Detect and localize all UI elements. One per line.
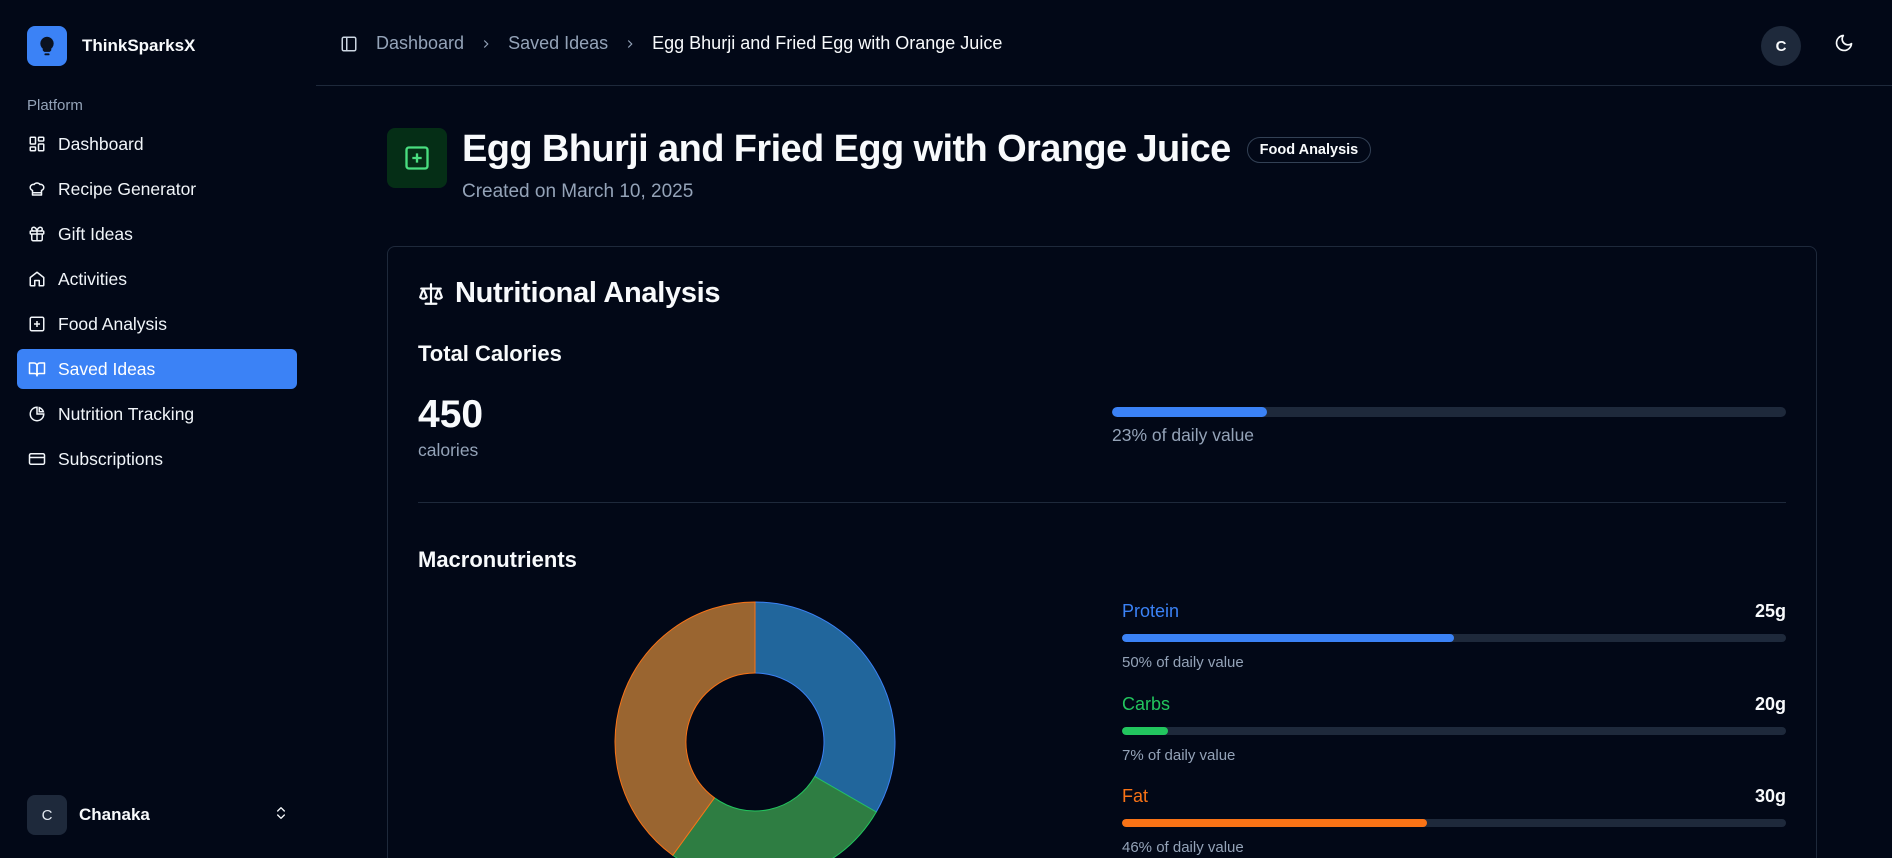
sidebar-item-dashboard[interactable]: Dashboard xyxy=(17,124,297,164)
sidebar-toggle-icon[interactable] xyxy=(340,35,358,53)
calories-unit: calories xyxy=(418,440,479,460)
lightbulb-icon xyxy=(27,26,67,66)
sidebar-item-label: Subscriptions xyxy=(58,448,164,469)
macro-name: Carbs xyxy=(1122,694,1171,714)
macro-value: 20g xyxy=(1754,694,1786,714)
macro-progress-fill xyxy=(1122,634,1454,642)
plus-square-icon xyxy=(28,315,46,333)
page-header: Egg Bhurji and Fried Egg with Orange Jui… xyxy=(387,128,1372,203)
macro-protein: Protein 25g 50% of daily value xyxy=(1122,601,1786,671)
sidebar-item-activities[interactable]: Activities xyxy=(17,259,297,299)
brand[interactable]: ThinkSparksX xyxy=(27,26,195,66)
sidebar-item-label: Gift Ideas xyxy=(58,223,133,244)
credit-card-icon xyxy=(28,450,46,468)
divider xyxy=(418,502,1786,503)
card-title-text: Nutritional Analysis xyxy=(455,277,721,309)
grid-icon xyxy=(28,135,46,153)
macro-daily-value: 46% of daily value xyxy=(1122,839,1244,856)
sidebar-item-label: Recipe Generator xyxy=(58,178,197,199)
macronutrient-donut-chart xyxy=(614,601,896,858)
sidebar-item-gift-ideas[interactable]: Gift Ideas xyxy=(17,214,297,254)
macro-value: 30g xyxy=(1754,786,1786,806)
macro-fat: Fat 30g 46% of daily value xyxy=(1122,786,1786,856)
sidebar: ThinkSparksX Platform Dashboard Recipe G… xyxy=(0,0,316,858)
calories-progress xyxy=(1112,407,1786,417)
avatar: C xyxy=(27,795,67,835)
nutritional-analysis-card: Nutritional Analysis Total Calories 450 … xyxy=(387,246,1817,858)
sidebar-item-label: Dashboard xyxy=(58,133,144,154)
breadcrumb: Dashboard Saved Ideas Egg Bhurji and Fri… xyxy=(340,33,1002,54)
chef-hat-icon xyxy=(28,180,46,198)
macronutrients-heading: Macronutrients xyxy=(418,547,577,572)
macro-progress xyxy=(1122,727,1786,735)
sidebar-section-label: Platform xyxy=(27,97,83,114)
sidebar-item-subscriptions[interactable]: Subscriptions xyxy=(17,439,297,479)
category-badge: Food Analysis xyxy=(1246,136,1372,163)
breadcrumb-saved-ideas[interactable]: Saved Ideas xyxy=(508,33,609,53)
sidebar-item-saved-ideas[interactable]: Saved Ideas xyxy=(17,349,297,389)
header: Dashboard Saved Ideas Egg Bhurji and Fri… xyxy=(316,0,1892,86)
macro-value: 25g xyxy=(1754,601,1786,621)
macro-name: Fat xyxy=(1122,786,1149,806)
book-open-icon xyxy=(28,360,46,378)
donut-slice-fat[interactable] xyxy=(614,601,756,856)
donut-slice-carbs[interactable] xyxy=(672,775,877,858)
chevron-right-icon xyxy=(623,37,637,51)
scale-icon xyxy=(418,281,444,307)
breadcrumb-dashboard[interactable]: Dashboard xyxy=(376,33,465,53)
pie-chart-icon xyxy=(28,405,46,423)
sidebar-item-food-analysis[interactable]: Food Analysis xyxy=(17,304,297,344)
sidebar-item-nutrition-tracking[interactable]: Nutrition Tracking xyxy=(17,394,297,434)
macro-progress-fill xyxy=(1122,727,1169,735)
created-date: Created on March 10, 2025 xyxy=(462,181,694,202)
card-title: Nutritional Analysis xyxy=(418,277,721,310)
gift-icon xyxy=(28,225,46,243)
macro-name: Protein xyxy=(1122,601,1180,621)
total-calories-heading: Total Calories xyxy=(418,341,562,366)
sidebar-item-recipe-generator[interactable]: Recipe Generator xyxy=(17,169,297,209)
calories-value: 450 xyxy=(418,393,484,436)
donut-slice-protein[interactable] xyxy=(754,601,896,813)
macro-progress xyxy=(1122,634,1786,642)
macro-progress xyxy=(1122,819,1786,827)
breadcrumb-current: Egg Bhurji and Fried Egg with Orange Jui… xyxy=(652,33,1003,53)
header-avatar[interactable]: C xyxy=(1761,26,1801,66)
macro-carbs: Carbs 20g 7% of daily value xyxy=(1122,694,1786,764)
sidebar-item-label: Nutrition Tracking xyxy=(58,403,195,424)
calories-progress-fill xyxy=(1112,407,1268,417)
home-icon xyxy=(28,270,46,288)
macro-daily-value: 50% of daily value xyxy=(1122,654,1244,671)
moon-icon[interactable] xyxy=(1834,33,1854,58)
sidebar-item-label: Saved Ideas xyxy=(58,358,156,379)
sidebar-nav: Dashboard Recipe Generator Gift Ideas Ac… xyxy=(17,124,297,484)
macro-progress-fill xyxy=(1122,819,1428,827)
sidebar-item-label: Food Analysis xyxy=(58,313,167,334)
plus-square-icon xyxy=(387,128,447,188)
brand-name: ThinkSparksX xyxy=(82,36,196,55)
chevron-right-icon xyxy=(479,37,493,51)
user-name: Chanaka xyxy=(79,805,150,824)
macro-daily-value: 7% of daily value xyxy=(1122,747,1236,764)
chevrons-up-down-icon xyxy=(273,805,289,826)
user-menu[interactable]: C Chanaka xyxy=(27,795,289,835)
page-title: Egg Bhurji and Fried Egg with Orange Jui… xyxy=(462,128,1231,170)
calories-daily-value: 23% of daily value xyxy=(1112,425,1255,445)
sidebar-item-label: Activities xyxy=(58,268,128,289)
